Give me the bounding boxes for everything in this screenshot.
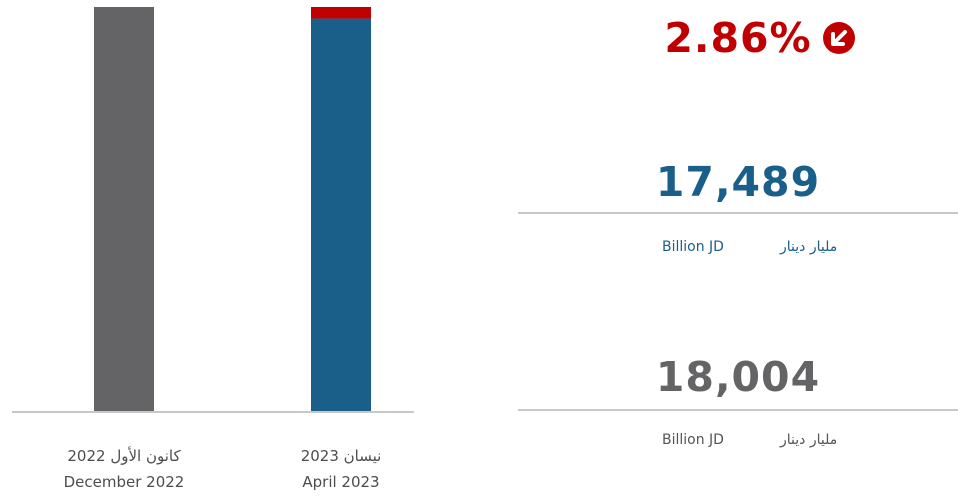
current-value: 17,489 [655,158,821,206]
category-label-en: December 2022 [63,473,185,491]
bar-difference-2 [311,7,371,19]
previous-unit-en: Billion JD [662,432,724,448]
current-unit-ar: مليار دينار [780,239,838,255]
previous-value: 18,004 [655,353,821,401]
arrow-down-left-circle-icon [822,22,855,54]
category-label-en: April 2023 [302,473,380,491]
category-label-ar: نيسان 2023 [300,447,382,465]
bar-value-2 [311,18,371,411]
bar-value-1 [94,7,154,411]
bars-group [94,7,371,411]
bar-chart [12,7,414,413]
current-unit-en: Billion JD [662,239,724,255]
divider [518,409,958,411]
category-label-ar: كانون الأول 2022 [67,447,181,465]
category-label-april-2023: نيسان 2023 April 2023 [246,446,436,492]
previous-unit-ar: مليار دينار [780,432,838,448]
divider [518,212,958,214]
change-percentage: 2.86% [664,14,812,62]
category-label-december-2022: كانون الأول 2022 December 2022 [29,446,219,492]
change-indicator: 2.86% [620,10,900,66]
